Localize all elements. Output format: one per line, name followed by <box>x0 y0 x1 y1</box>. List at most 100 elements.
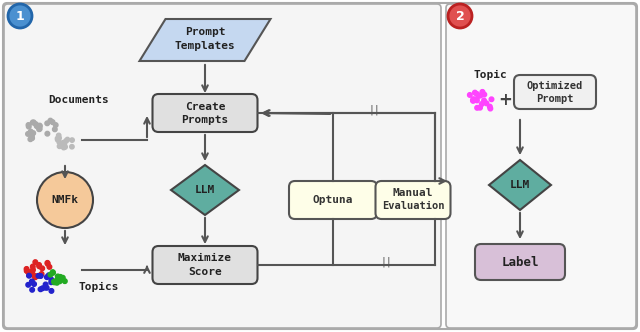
Circle shape <box>45 275 49 280</box>
Circle shape <box>29 134 34 138</box>
Circle shape <box>51 270 55 275</box>
Circle shape <box>36 263 42 267</box>
Polygon shape <box>140 19 271 61</box>
Circle shape <box>64 139 68 143</box>
Circle shape <box>475 98 479 103</box>
Text: Optuna: Optuna <box>313 195 353 205</box>
Circle shape <box>31 268 35 272</box>
Circle shape <box>27 273 31 278</box>
Circle shape <box>26 132 30 136</box>
Circle shape <box>30 136 35 140</box>
Circle shape <box>45 121 49 125</box>
Circle shape <box>482 92 486 97</box>
Circle shape <box>33 275 37 280</box>
Circle shape <box>53 123 58 127</box>
Circle shape <box>52 280 57 285</box>
Circle shape <box>28 129 33 134</box>
Circle shape <box>31 120 35 125</box>
Circle shape <box>26 123 31 127</box>
Circle shape <box>476 94 481 98</box>
Circle shape <box>61 145 66 150</box>
Circle shape <box>51 271 55 275</box>
Circle shape <box>24 267 29 271</box>
Circle shape <box>56 137 60 142</box>
Circle shape <box>477 105 483 110</box>
Text: Manual: Manual <box>393 188 433 198</box>
Text: LLM: LLM <box>510 180 530 190</box>
Circle shape <box>32 282 36 286</box>
Circle shape <box>30 269 35 274</box>
Circle shape <box>70 138 74 142</box>
Circle shape <box>24 269 29 273</box>
FancyBboxPatch shape <box>4 4 441 328</box>
Circle shape <box>33 122 38 126</box>
Text: ||: || <box>368 105 380 115</box>
Text: Prompts: Prompts <box>181 115 228 125</box>
Circle shape <box>63 279 67 284</box>
Circle shape <box>31 131 35 135</box>
Circle shape <box>26 283 31 287</box>
Circle shape <box>45 261 50 265</box>
Text: Create: Create <box>185 102 225 112</box>
Circle shape <box>57 140 61 145</box>
FancyBboxPatch shape <box>376 181 451 219</box>
Circle shape <box>28 137 33 141</box>
Circle shape <box>54 279 59 283</box>
Text: NMFk: NMFk <box>51 195 79 205</box>
Circle shape <box>55 136 60 141</box>
Text: ||: || <box>380 257 392 267</box>
Circle shape <box>42 285 47 290</box>
Circle shape <box>480 90 484 94</box>
Text: Evaluation: Evaluation <box>381 201 444 211</box>
Polygon shape <box>171 165 239 215</box>
Circle shape <box>8 4 32 28</box>
Circle shape <box>31 273 36 277</box>
FancyBboxPatch shape <box>446 4 636 328</box>
FancyBboxPatch shape <box>3 3 637 329</box>
Text: Prompt: Prompt <box>185 27 225 37</box>
Circle shape <box>49 280 54 285</box>
Circle shape <box>61 276 65 280</box>
Circle shape <box>37 124 42 128</box>
Circle shape <box>475 106 479 110</box>
Circle shape <box>26 124 31 129</box>
Circle shape <box>37 126 42 131</box>
Text: Optimized: Optimized <box>527 81 583 91</box>
Text: Prompt: Prompt <box>536 94 573 104</box>
Circle shape <box>40 266 45 271</box>
Text: Templates: Templates <box>175 41 236 51</box>
Circle shape <box>37 172 93 228</box>
Circle shape <box>65 137 70 142</box>
Circle shape <box>30 288 35 292</box>
Text: Topics: Topics <box>78 282 118 292</box>
Circle shape <box>37 123 42 128</box>
Text: 1: 1 <box>15 10 24 23</box>
Circle shape <box>36 274 41 278</box>
Circle shape <box>31 120 36 125</box>
Circle shape <box>58 275 63 279</box>
Circle shape <box>59 141 63 146</box>
Text: Topic: Topic <box>474 70 508 80</box>
Circle shape <box>478 93 483 98</box>
Circle shape <box>45 131 50 136</box>
Circle shape <box>31 264 35 269</box>
Circle shape <box>47 273 51 278</box>
Circle shape <box>471 99 476 103</box>
Circle shape <box>62 142 67 147</box>
Circle shape <box>488 106 493 111</box>
FancyBboxPatch shape <box>152 246 257 284</box>
Circle shape <box>489 97 494 102</box>
Circle shape <box>33 260 38 265</box>
Circle shape <box>482 98 486 103</box>
Circle shape <box>37 127 42 131</box>
Circle shape <box>56 274 60 279</box>
Circle shape <box>39 272 44 276</box>
Circle shape <box>58 144 61 148</box>
Circle shape <box>52 127 57 131</box>
Circle shape <box>44 282 48 287</box>
Text: Score: Score <box>188 267 222 277</box>
Text: Documents: Documents <box>48 95 109 105</box>
Text: Label: Label <box>501 256 539 269</box>
Circle shape <box>448 4 472 28</box>
Circle shape <box>484 101 489 106</box>
